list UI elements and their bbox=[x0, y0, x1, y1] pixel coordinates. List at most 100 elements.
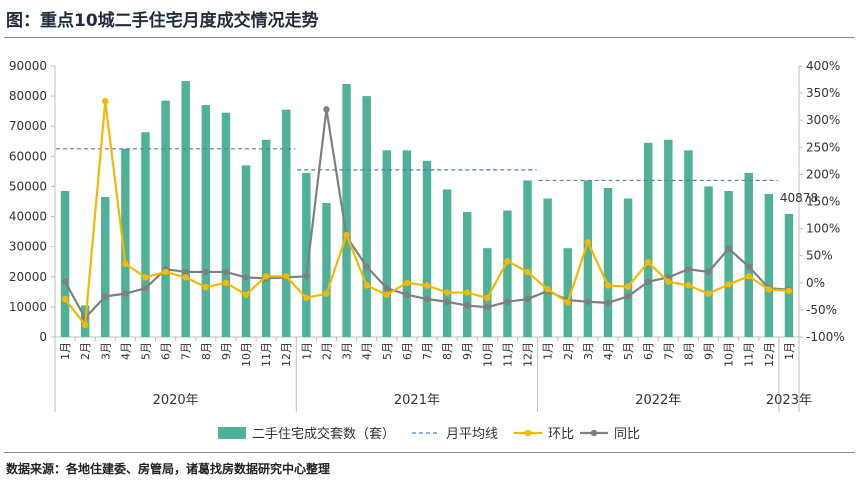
bar-mark bbox=[422, 160, 432, 337]
legend-mom-marker bbox=[524, 429, 532, 437]
mom-point bbox=[745, 273, 752, 280]
bar-mark bbox=[462, 212, 472, 337]
bar-mark bbox=[744, 172, 753, 337]
legend-yoy-marker bbox=[590, 429, 598, 437]
left-axis-tick-label: 60000 bbox=[9, 149, 47, 163]
legend-bar-label: 二手住宅成交套数（套） bbox=[252, 426, 395, 442]
year-group-label: 2022年 bbox=[635, 393, 681, 408]
mom-point bbox=[524, 268, 531, 276]
mom-point bbox=[323, 290, 330, 297]
right-axis-tick-label: 200% bbox=[806, 167, 840, 181]
left-axis-tick-label: 90000 bbox=[9, 59, 47, 73]
mom-point bbox=[544, 286, 551, 293]
mom-point bbox=[725, 281, 732, 288]
bar-mark bbox=[503, 210, 512, 337]
bar-mark bbox=[402, 150, 412, 337]
left-axis-tick-label: 30000 bbox=[9, 240, 47, 254]
bar-mark bbox=[201, 105, 211, 338]
mom-point bbox=[61, 295, 69, 303]
yoy-point bbox=[222, 268, 230, 276]
left-axis-tick-label: 40000 bbox=[9, 210, 47, 224]
bar-mark bbox=[181, 81, 190, 337]
yoy-point bbox=[242, 274, 250, 281]
x-axis-tick-label: 12月 bbox=[763, 342, 776, 367]
bar-mark bbox=[603, 187, 613, 337]
mom-point bbox=[142, 274, 149, 281]
yoy-point bbox=[182, 268, 189, 276]
mom-point bbox=[383, 291, 390, 298]
bar-mark bbox=[161, 100, 170, 337]
right-axis-tick-label: 350% bbox=[806, 86, 840, 100]
x-axis-tick-label: 9月 bbox=[703, 342, 716, 360]
yoy-point bbox=[504, 298, 511, 305]
x-axis-tick-label: 1月 bbox=[783, 342, 796, 360]
left-axis-tick-label: 0 bbox=[39, 330, 47, 344]
bar-mark bbox=[442, 189, 452, 337]
mom-point bbox=[785, 287, 793, 295]
x-axis-tick-label: 5月 bbox=[622, 342, 635, 360]
yoy-point bbox=[745, 263, 752, 270]
mom-point bbox=[584, 238, 592, 246]
mom-point bbox=[604, 282, 612, 289]
right-axis-tick-label: 300% bbox=[806, 113, 840, 127]
yoy-point bbox=[464, 302, 471, 309]
x-axis-tick-label: 8月 bbox=[682, 342, 695, 360]
x-axis-tick-label: 3月 bbox=[341, 342, 354, 360]
title-divider bbox=[4, 37, 855, 38]
yoy-point bbox=[443, 298, 451, 305]
bar-mark bbox=[121, 148, 130, 337]
yoy-point bbox=[202, 268, 210, 276]
right-axis-tick-label: -100% bbox=[806, 330, 845, 344]
x-axis-tick-label: 3月 bbox=[582, 342, 595, 360]
yoy-point bbox=[705, 268, 712, 276]
bar-mark bbox=[583, 180, 593, 337]
mom-point bbox=[705, 290, 712, 297]
mom-point bbox=[182, 274, 189, 281]
x-axis-tick-label: 1月 bbox=[300, 342, 313, 360]
x-axis-tick-label: 7月 bbox=[180, 342, 193, 360]
bar-mark bbox=[382, 150, 392, 337]
x-axis-tick-label: 8月 bbox=[441, 342, 454, 360]
yoy-point bbox=[644, 278, 652, 285]
bar-mark bbox=[523, 180, 532, 337]
x-axis-tick-label: 6月 bbox=[160, 342, 173, 360]
x-axis-tick-label: 4月 bbox=[361, 342, 374, 360]
mom-point bbox=[202, 283, 210, 291]
mom-point bbox=[564, 299, 571, 306]
mom-point bbox=[343, 231, 350, 239]
bar-mark bbox=[282, 109, 291, 338]
x-axis-tick-label: 6月 bbox=[401, 342, 414, 360]
x-axis-tick-label: 2月 bbox=[562, 342, 575, 360]
legend-yoy-label: 同比 bbox=[614, 427, 640, 442]
mom-point bbox=[81, 321, 89, 329]
left-axis-tick-label: 70000 bbox=[9, 119, 47, 133]
bar-mark bbox=[684, 150, 693, 337]
right-axis-tick-label: 400% bbox=[806, 59, 840, 73]
left-axis-tick-label: 20000 bbox=[9, 270, 47, 284]
mom-point bbox=[685, 282, 692, 289]
mom-point bbox=[222, 279, 230, 286]
x-axis-tick-label: 9月 bbox=[461, 342, 474, 360]
bar-mark bbox=[362, 96, 371, 337]
x-axis-tick-label: 4月 bbox=[119, 342, 132, 360]
right-axis-tick-label: 100% bbox=[806, 222, 840, 236]
x-axis-tick-label: 2月 bbox=[79, 342, 92, 360]
yoy-point bbox=[584, 298, 592, 305]
yoy-point bbox=[685, 266, 692, 273]
yoy-point bbox=[624, 293, 632, 300]
x-axis-tick-label: 9月 bbox=[220, 342, 233, 360]
right-axis-tick-label: 50% bbox=[806, 249, 833, 263]
bar-mark bbox=[764, 193, 774, 337]
yoy-point bbox=[383, 285, 390, 292]
bar-mark bbox=[221, 112, 231, 337]
yoy-point bbox=[122, 290, 129, 297]
bar-mark bbox=[623, 198, 633, 337]
x-axis-tick-label: 7月 bbox=[662, 342, 675, 360]
x-axis-tick-label: 1月 bbox=[542, 342, 555, 360]
x-axis-tick-label: 12月 bbox=[522, 342, 535, 367]
left-axis-tick-label: 50000 bbox=[9, 179, 47, 193]
left-axis-tick-label: 80000 bbox=[9, 89, 47, 103]
year-group-label: 2021年 bbox=[394, 393, 440, 408]
yoy-point bbox=[484, 303, 491, 311]
